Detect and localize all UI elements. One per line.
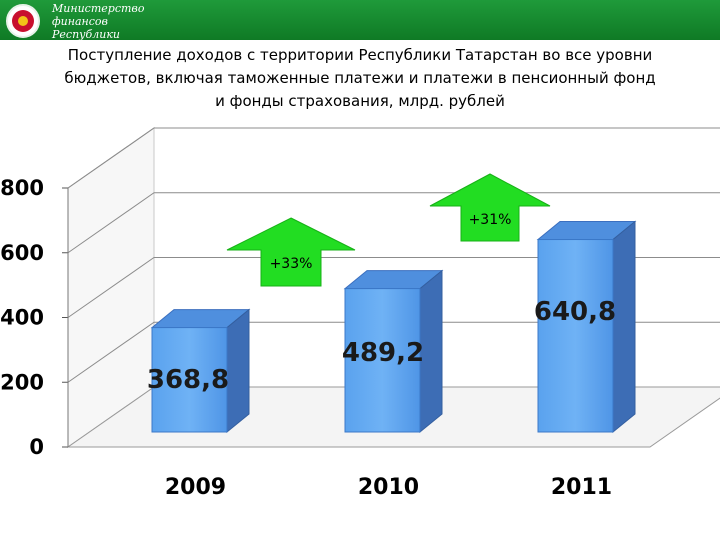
ministry-line: Республики: [52, 28, 120, 40]
bar-side: [612, 220, 636, 434]
bar: [344, 288, 421, 433]
y-tick-label: 200: [0, 370, 44, 394]
growth-label: +33%: [270, 256, 313, 272]
bar: [537, 239, 614, 433]
ministry-name: Министерство финансов Республики: [52, 2, 144, 40]
chart-title-line: Поступление доходов с территории Республ…: [67, 46, 653, 64]
x-tick-label: 2009: [165, 475, 226, 500]
tatarstan-emblem-icon: [6, 4, 40, 38]
gridline: [67, 127, 720, 189]
x-tick-label: 2010: [358, 475, 419, 500]
ministry-header: Министерство финансов Республики: [0, 0, 720, 40]
chart-title: Поступление доходов с территории Республ…: [20, 44, 700, 113]
y-tick-label: 400: [0, 306, 44, 330]
ministry-line: Министерство: [52, 2, 145, 15]
data-label: 368,8: [147, 365, 229, 395]
growth-arrow: [429, 173, 551, 242]
growth-label: +31%: [469, 212, 512, 228]
y-tick-label: 800: [0, 176, 44, 200]
y-tick-label: 600: [0, 241, 44, 265]
chart-title-line: и фонды страхования, млрд. рублей: [215, 92, 505, 110]
y-tick-label: 0: [29, 435, 44, 459]
bar: [151, 327, 228, 433]
ministry-line: финансов: [52, 15, 108, 28]
chart-title-line: бюджетов, включая таможенные платежи и п…: [64, 69, 656, 87]
x-tick-label: 2011: [551, 475, 612, 500]
gridline: [67, 192, 720, 254]
growth-arrow: [226, 217, 356, 287]
data-label: 640,8: [534, 297, 616, 327]
bar-side: [226, 308, 250, 434]
data-label: 489,2: [342, 338, 424, 368]
